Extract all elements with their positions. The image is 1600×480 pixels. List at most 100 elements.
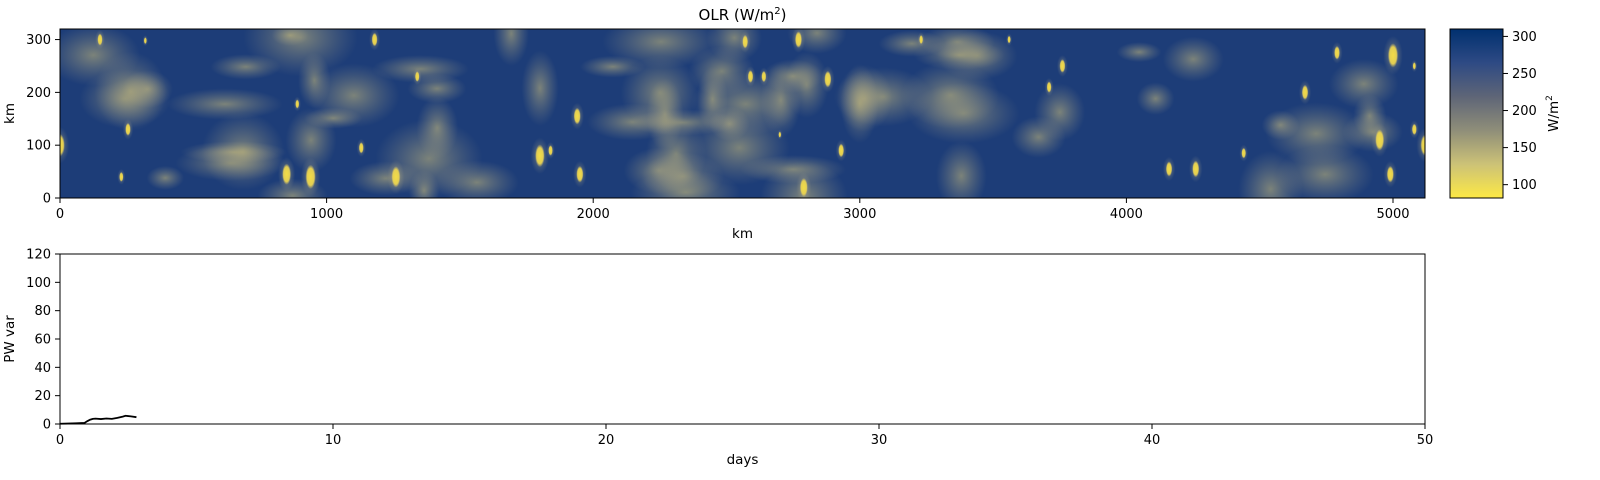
- heatmap-x-axis-label: km: [732, 226, 753, 242]
- heatmap-x-tick-label: 3000: [843, 207, 876, 222]
- heatmap-haze-layer: [60, 29, 1403, 198]
- heatmap-x-tick-label: 4000: [1110, 207, 1143, 222]
- heatmap-convective-cell: [794, 31, 803, 48]
- line-y-tick-label: 0: [43, 418, 51, 433]
- heatmap-panel: OLR (W/m2) 0 1000 2000 3000 4000 5000 0 100 200…: [2, 6, 1426, 242]
- heatmap-convective-cell: [761, 70, 767, 83]
- heatmap-haze-patch: [434, 160, 519, 198]
- heatmap-convective-cell: [60, 133, 65, 157]
- line-frame: [59, 253, 1426, 425]
- line-y-tick-label: 20: [34, 389, 51, 404]
- heatmap-convective-cell: [799, 177, 808, 197]
- heatmap-convective-cell: [1241, 147, 1246, 159]
- heatmap-haze-patch: [1116, 42, 1162, 63]
- heatmap-haze-patch: [493, 29, 529, 66]
- heatmap-haze-patch: [1136, 82, 1175, 115]
- heatmap-convective-cell: [1412, 62, 1416, 70]
- heatmap-y-ticks: 0 100 200 300: [26, 33, 60, 207]
- line-x-tick-label: 30: [871, 433, 888, 448]
- heatmap-title-text: OLR (W/m: [699, 6, 775, 24]
- heatmap-convective-cell: [1046, 81, 1052, 93]
- heatmap-haze-patch: [936, 141, 987, 198]
- heatmap-convective-cell: [143, 37, 147, 45]
- heatmap-y-axis-label: km: [2, 103, 18, 124]
- heatmap-haze-patch: [580, 55, 646, 78]
- heatmap-convective-cell: [305, 164, 316, 190]
- heatmap-convective-cell: [371, 32, 378, 47]
- heatmap-convective-cell: [535, 144, 545, 168]
- heatmap-haze-patch: [285, 107, 337, 173]
- colorbar-label-sup: 2: [1545, 95, 1555, 101]
- heatmap-convective-cell: [125, 122, 131, 136]
- colorbar-tick-label: 250: [1512, 67, 1537, 82]
- line-x-tick-label: 0: [56, 433, 64, 448]
- heatmap-convective-cell: [1165, 161, 1173, 177]
- heatmap-frame: [59, 28, 1426, 199]
- heatmap-x-ticks: 0 1000 2000 3000 4000 5000: [56, 198, 1410, 222]
- heatmap-convective-cell: [1334, 45, 1340, 60]
- heatmap-convective-cell: [576, 165, 584, 183]
- heatmap-convective-cell: [1192, 160, 1200, 178]
- line-x-tick-label: 50: [1417, 433, 1434, 448]
- heatmap-haze-patch: [688, 46, 755, 97]
- heatmap-haze-patch: [407, 73, 467, 104]
- line-x-tick-label: 40: [1144, 433, 1161, 448]
- heatmap-haze-patch: [201, 112, 285, 191]
- heatmap-convective-cell: [742, 34, 749, 49]
- heatmap-y-tick-label: 0: [43, 192, 51, 207]
- colorbar-tick-label: 300: [1512, 30, 1537, 45]
- heatmap-convective-cell: [747, 70, 754, 83]
- colorbar-tick-label: 100: [1512, 178, 1537, 193]
- heatmap-y-tick-label: 300: [26, 33, 51, 48]
- heatmap-haze-patch: [416, 96, 459, 160]
- line-y-tick-label: 120: [26, 248, 51, 263]
- line-y-axis-label: PW var: [2, 315, 18, 363]
- pw-var-series-line: [59, 414, 137, 425]
- heatmap-haze-patch: [166, 88, 283, 120]
- heatmap-haze-patch: [1329, 59, 1399, 109]
- heatmap-convective-cell: [778, 131, 782, 138]
- heatmap-title: OLR (W/m2): [699, 6, 787, 24]
- line-panel: 0 10 20 30 40 50 0 20 40 60 80 100 120 days PW var: [2, 248, 1433, 469]
- heatmap-plot-area: [60, 29, 1425, 198]
- heatmap-haze-patch: [271, 29, 309, 46]
- heatmap-haze-patch: [521, 50, 559, 126]
- heatmap-convective-cell: [1301, 84, 1309, 100]
- colorbar-tick-label: 200: [1512, 104, 1537, 119]
- heatmap-convective-cell: [824, 70, 832, 88]
- colorbar-ticks: 100 150 200 250 300: [1503, 30, 1537, 193]
- heatmap-convective-cell: [97, 33, 103, 46]
- heatmap-title-sup: 2: [774, 6, 780, 17]
- heatmap-haze-patch: [913, 39, 1005, 71]
- line-y-tick-label: 40: [34, 361, 51, 376]
- heatmap-convective-cell: [1420, 134, 1425, 156]
- heatmap-convective-cell: [295, 99, 300, 109]
- heatmap-haze-patch: [146, 165, 185, 190]
- heatmap-haze-patch: [1238, 150, 1303, 198]
- heatmap-x-tick-label: 2000: [577, 207, 610, 222]
- heatmap-convective-cell: [358, 142, 364, 154]
- heatmap-convective-cell: [548, 145, 553, 156]
- heatmap-convective-cell: [1375, 129, 1385, 151]
- heatmap-haze-patch: [901, 61, 1000, 129]
- heatmap-y-tick-label: 100: [26, 139, 51, 154]
- line-x-tick-label: 10: [325, 433, 342, 448]
- heatmap-convective-cell: [1386, 165, 1394, 183]
- heatmap-haze-patch: [94, 51, 167, 132]
- heatmap-x-tick-label: 1000: [310, 207, 343, 222]
- heatmap-haze-patch: [298, 52, 331, 109]
- heatmap-convective-cell: [1007, 35, 1011, 44]
- heatmap-convective-cell: [415, 71, 420, 82]
- line-x-axis-label: days: [727, 452, 759, 468]
- heatmap-convective-cell: [573, 107, 581, 125]
- line-y-tick-label: 80: [34, 304, 51, 319]
- heatmap-convective-cell: [919, 34, 924, 45]
- heatmap-convective-cell: [1411, 123, 1417, 136]
- heatmap-haze-patch: [210, 54, 281, 80]
- heatmap-convective-cell: [838, 143, 845, 158]
- heatmap-convective-cell: [391, 166, 401, 188]
- heatmap-convective-cell: [1059, 59, 1066, 73]
- line-y-tick-label: 60: [34, 333, 51, 348]
- line-x-ticks: 0 10 20 30 40 50: [56, 424, 1433, 448]
